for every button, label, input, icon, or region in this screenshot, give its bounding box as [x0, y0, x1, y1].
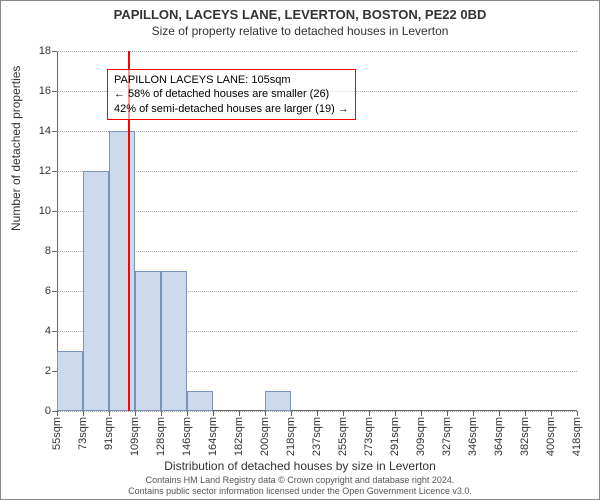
- histogram-bar: [161, 271, 187, 411]
- x-tick-label: 128sqm: [155, 417, 167, 456]
- annotation-line: ← 58% of detached houses are smaller (26…: [114, 87, 349, 101]
- histogram-bar: [187, 391, 213, 411]
- plot-area: 02468101214161855sqm73sqm91sqm109sqm128s…: [57, 51, 577, 411]
- y-tick-mark: [52, 171, 57, 172]
- y-tick-label: 2: [27, 365, 51, 377]
- x-tick-label: 400sqm: [545, 417, 557, 456]
- x-tick-mark: [525, 411, 526, 416]
- x-tick-mark: [421, 411, 422, 416]
- x-axis-title: Distribution of detached houses by size …: [1, 459, 599, 473]
- x-tick-label: 364sqm: [493, 417, 505, 456]
- histogram-bar: [83, 171, 109, 411]
- histogram-bar: [135, 271, 161, 411]
- gridline: [57, 251, 577, 252]
- y-tick-label: 8: [27, 245, 51, 257]
- y-tick-mark: [52, 331, 57, 332]
- x-tick-mark: [135, 411, 136, 416]
- x-tick-mark: [473, 411, 474, 416]
- x-tick-label: 55sqm: [51, 417, 63, 450]
- y-tick-mark: [52, 91, 57, 92]
- x-tick-mark: [83, 411, 84, 416]
- histogram-bar: [57, 351, 83, 411]
- footer: Contains HM Land Registry data © Crown c…: [1, 475, 599, 497]
- chart-subtitle: Size of property relative to detached ho…: [1, 24, 599, 38]
- x-tick-mark: [447, 411, 448, 416]
- y-tick-label: 14: [27, 125, 51, 137]
- annotation-box: PAPILLON LACEYS LANE: 105sqm← 58% of det…: [107, 69, 356, 120]
- footer-line1: Contains HM Land Registry data © Crown c…: [1, 475, 599, 486]
- x-tick-label: 382sqm: [519, 417, 531, 456]
- y-tick-label: 6: [27, 285, 51, 297]
- x-tick-mark: [551, 411, 552, 416]
- y-tick-label: 10: [27, 205, 51, 217]
- x-tick-label: 164sqm: [207, 417, 219, 456]
- x-tick-mark: [291, 411, 292, 416]
- x-tick-mark: [109, 411, 110, 416]
- histogram-bar: [265, 391, 291, 411]
- x-tick-label: 146sqm: [181, 417, 193, 456]
- x-tick-mark: [187, 411, 188, 416]
- x-tick-mark: [213, 411, 214, 416]
- x-tick-mark: [499, 411, 500, 416]
- x-tick-label: 200sqm: [259, 417, 271, 456]
- y-tick-label: 12: [27, 165, 51, 177]
- x-tick-label: 418sqm: [571, 417, 583, 456]
- y-tick-mark: [52, 51, 57, 52]
- x-tick-label: 309sqm: [415, 417, 427, 456]
- x-tick-label: 291sqm: [389, 417, 401, 456]
- x-tick-label: 237sqm: [311, 417, 323, 456]
- y-tick-label: 0: [27, 405, 51, 417]
- x-tick-mark: [343, 411, 344, 416]
- y-tick-label: 4: [27, 325, 51, 337]
- x-tick-mark: [317, 411, 318, 416]
- x-tick-label: 182sqm: [233, 417, 245, 456]
- y-tick-mark: [52, 211, 57, 212]
- y-axis-title: Number of detached properties: [9, 66, 23, 231]
- x-tick-label: 109sqm: [129, 417, 141, 456]
- gridline: [57, 171, 577, 172]
- footer-line2: Contains public sector information licen…: [1, 486, 599, 497]
- gridline: [57, 131, 577, 132]
- y-tick-label: 18: [27, 45, 51, 57]
- x-tick-label: 218sqm: [285, 417, 297, 456]
- x-tick-mark: [395, 411, 396, 416]
- y-tick-label: 16: [27, 85, 51, 97]
- gridline: [57, 51, 577, 52]
- x-tick-label: 91sqm: [103, 417, 115, 450]
- x-tick-mark: [265, 411, 266, 416]
- histogram-bar: [109, 131, 135, 411]
- x-tick-mark: [161, 411, 162, 416]
- x-tick-mark: [369, 411, 370, 416]
- y-tick-mark: [52, 251, 57, 252]
- x-tick-mark: [577, 411, 578, 416]
- chart-container: PAPILLON, LACEYS LANE, LEVERTON, BOSTON,…: [0, 0, 600, 500]
- x-tick-label: 255sqm: [337, 417, 349, 456]
- gridline: [57, 211, 577, 212]
- chart-title: PAPILLON, LACEYS LANE, LEVERTON, BOSTON,…: [1, 7, 599, 22]
- x-tick-label: 327sqm: [441, 417, 453, 456]
- annotation-line: 42% of semi-detached houses are larger (…: [114, 102, 349, 116]
- x-tick-mark: [239, 411, 240, 416]
- y-tick-mark: [52, 131, 57, 132]
- x-tick-label: 273sqm: [363, 417, 375, 456]
- x-tick-label: 73sqm: [77, 417, 89, 450]
- x-tick-label: 346sqm: [467, 417, 479, 456]
- x-tick-mark: [57, 411, 58, 416]
- y-tick-mark: [52, 291, 57, 292]
- annotation-line: PAPILLON LACEYS LANE: 105sqm: [114, 73, 349, 87]
